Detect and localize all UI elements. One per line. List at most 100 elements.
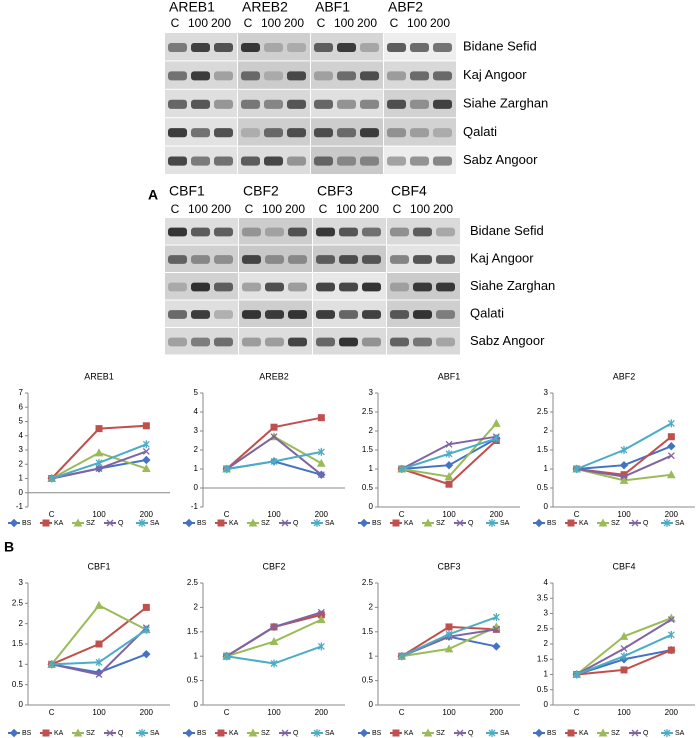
- gel-band: [214, 337, 233, 347]
- gel-band: [314, 42, 333, 53]
- legend-label: SA: [150, 730, 160, 737]
- marker: [9, 728, 19, 738]
- dose-label: 200: [433, 202, 453, 216]
- dose-label: 200: [359, 202, 379, 216]
- gel-band: [337, 42, 356, 53]
- marker: [223, 465, 231, 473]
- gel-band: [316, 337, 335, 347]
- cultivar-label: Sabz Angoor: [470, 333, 545, 348]
- marker: [666, 470, 676, 479]
- x-tick-label: 100: [267, 510, 281, 519]
- gel-band: [410, 128, 429, 138]
- y-tick-label: 0: [194, 483, 199, 492]
- gel-band: [241, 99, 260, 109]
- gel-band: [314, 156, 333, 166]
- gel-band: [410, 99, 429, 109]
- series-line: [51, 606, 147, 666]
- marker: [94, 600, 104, 609]
- gel-band: [433, 99, 452, 109]
- dose-label: C: [171, 202, 180, 216]
- cultivar-label: Bidane Sefid: [470, 223, 544, 238]
- chart-title: AREB1: [84, 371, 114, 381]
- x-tick-label: C: [49, 510, 55, 519]
- dose-label: C: [171, 16, 180, 30]
- gel-band: [410, 42, 429, 53]
- legend-label: SA: [325, 520, 335, 527]
- gel-band: [191, 99, 210, 109]
- legend-label: SA: [500, 730, 510, 737]
- gel-band: [413, 310, 432, 319]
- marker: [620, 652, 628, 661]
- y-tick-label: 3: [369, 388, 374, 397]
- series-line: [226, 613, 322, 658]
- marker: [667, 616, 675, 624]
- marker: [223, 652, 231, 661]
- chart-title: CBF4: [612, 561, 635, 571]
- marker: [95, 658, 103, 667]
- gel-band: [242, 310, 261, 319]
- marker: [317, 414, 325, 422]
- gel-band: [316, 255, 335, 264]
- y-tick-label: 3: [19, 578, 24, 587]
- marker: [445, 623, 453, 631]
- y-tick-label: 3: [194, 426, 199, 435]
- gel-band: [362, 227, 381, 237]
- marker: [619, 475, 629, 484]
- marker: [488, 729, 496, 737]
- marker: [620, 473, 628, 481]
- marker: [184, 728, 194, 738]
- y-tick-label: -1: [191, 502, 199, 511]
- legend-label: Q: [118, 520, 124, 527]
- x-tick-label: C: [574, 510, 580, 519]
- legend-label: SA: [675, 730, 685, 737]
- gene-label: AREB1: [169, 0, 215, 15]
- gel-band: [288, 337, 307, 347]
- marker: [534, 728, 544, 738]
- marker: [269, 637, 279, 646]
- marker: [598, 518, 608, 527]
- gel-band: [191, 310, 210, 319]
- y-tick-label: 3: [544, 609, 549, 618]
- marker: [317, 608, 325, 616]
- legend-label: Q: [293, 730, 299, 737]
- y-tick-label: 0: [19, 488, 24, 497]
- legend-label: SZ: [436, 520, 446, 527]
- gel-band: [168, 99, 187, 109]
- y-tick-label: 6: [19, 402, 24, 411]
- marker: [667, 433, 675, 441]
- marker: [141, 463, 151, 473]
- gel-band: [337, 156, 356, 166]
- gel-band: [314, 71, 333, 81]
- marker: [106, 519, 114, 527]
- gene-label: CBF2: [243, 183, 279, 199]
- marker: [456, 519, 464, 527]
- marker: [95, 465, 103, 472]
- y-tick-label: 1: [19, 474, 24, 483]
- marker: [142, 625, 150, 634]
- gel-band: [390, 227, 409, 237]
- gel-band: [436, 227, 455, 237]
- marker: [598, 728, 608, 737]
- marker: [444, 472, 454, 481]
- legend-label: KA: [404, 520, 414, 527]
- gel-band: [337, 128, 356, 138]
- gel-band: [337, 71, 356, 81]
- y-tick-label: 1.5: [362, 627, 374, 636]
- legend-label: Q: [643, 730, 649, 737]
- gel-band: [242, 227, 261, 237]
- marker: [317, 447, 325, 456]
- gel-band: [214, 156, 233, 166]
- legend-label: KA: [54, 730, 64, 737]
- gel-band: [214, 99, 233, 109]
- marker: [619, 631, 629, 640]
- y-tick-label: 0.5: [12, 680, 24, 689]
- legend-label: BS: [372, 730, 382, 737]
- dose-label: 100: [261, 16, 281, 30]
- marker: [270, 433, 278, 441]
- gel-band: [360, 128, 379, 138]
- x-tick-label: C: [399, 510, 405, 519]
- gel-band: [168, 337, 187, 347]
- gel-band: [387, 42, 406, 53]
- gel-band: [168, 71, 187, 81]
- marker: [663, 519, 671, 527]
